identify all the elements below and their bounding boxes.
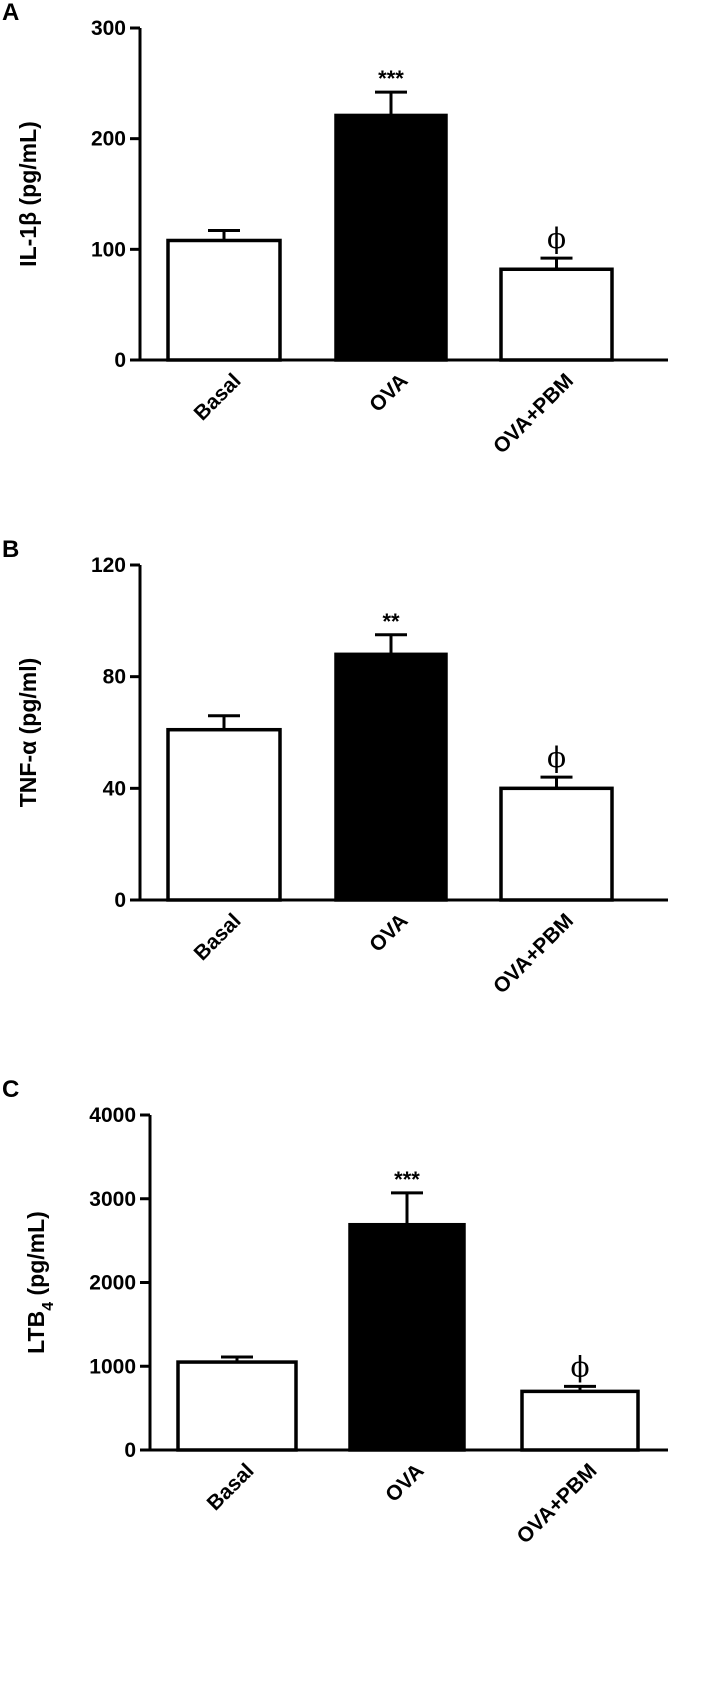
category-label: OVA+PBM (513, 1459, 602, 1548)
panel-a: A Basal *** OVA ϕ OVA+PBM 0 100 200 300 IL-1β (pg/… (2, 0, 668, 458)
significance-label: *** (378, 66, 404, 91)
y-tick-label: 0 (114, 349, 126, 372)
y-tick-label: 100 (91, 238, 126, 261)
y-tick-label: 300 (91, 17, 126, 40)
y-tick-label: 40 (103, 777, 126, 800)
category-label: OVA+PBM (489, 909, 578, 998)
significance-label: ϕ (570, 1350, 589, 1383)
y-tick-label: 2000 (89, 1272, 136, 1295)
bar-ova-pbm (499, 786, 614, 902)
y-tick-label: 0 (114, 889, 126, 912)
panel-b: B Basal ** OVA ϕ OVA+PBM 0 40 80 120 TNF-α (pg/ml) (2, 536, 668, 998)
y-axis-label: TNF-α (pg/ml) (15, 658, 41, 808)
bar-basal (176, 1360, 298, 1452)
y-tick-label: 120 (91, 554, 126, 577)
y-tick-label: 4000 (89, 1104, 136, 1127)
bar-ova (334, 652, 448, 902)
panel-letter: A (2, 0, 19, 26)
category-label: OVA (381, 1459, 428, 1506)
y-tick-label: 0 (124, 1439, 136, 1462)
panel-letter: C (2, 1076, 19, 1103)
y-tick-label: 3000 (89, 1188, 136, 1211)
category-label: OVA (365, 369, 412, 416)
y-tick-label: 200 (91, 128, 126, 151)
category-label: OVA+PBM (489, 369, 578, 458)
bar-ova-pbm (499, 267, 614, 362)
y-tick-label: 80 (103, 666, 126, 689)
y-tick-label: 1000 (89, 1355, 136, 1378)
bar-ova-pbm (520, 1389, 640, 1452)
category-label: Basal (203, 1459, 259, 1515)
category-label: Basal (190, 369, 246, 425)
significance-label: ϕ (547, 222, 566, 255)
category-label: Basal (190, 909, 246, 965)
significance-label: *** (394, 1167, 420, 1192)
y-axis-label: IL-1β (pg/mL) (15, 121, 41, 267)
bar-basal (166, 238, 282, 362)
bar-basal (166, 727, 282, 902)
panel-letter: B (2, 536, 19, 563)
category-label: OVA (365, 909, 412, 956)
panel-c: C Basal *** OVA ϕ OVA+PBM 0 1000 2000 3000 4000 LTB… (2, 1076, 668, 1548)
y-axis-label: LTB4 (pg/mL) (23, 1211, 57, 1354)
significance-label: ϕ (547, 741, 566, 774)
bar-ova (348, 1222, 466, 1452)
bar-ova (334, 113, 448, 362)
significance-label: ** (382, 609, 400, 634)
